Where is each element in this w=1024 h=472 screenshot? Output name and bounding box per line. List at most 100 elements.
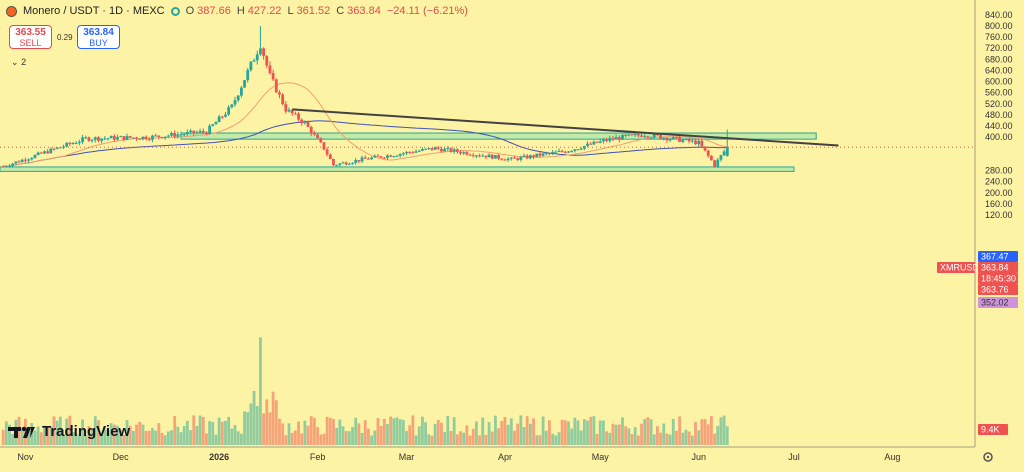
tradingview-watermark[interactable]: TradingView bbox=[8, 423, 130, 440]
indicators-toggle[interactable]: ⌄ 2 bbox=[11, 57, 26, 68]
volume-bar bbox=[293, 430, 297, 445]
volume-bar bbox=[605, 431, 608, 445]
candle-body bbox=[497, 155, 501, 159]
candle-body bbox=[360, 157, 364, 162]
volume-bar bbox=[306, 425, 310, 445]
candle bbox=[309, 125, 313, 137]
candle-body bbox=[652, 133, 656, 138]
candle bbox=[678, 135, 682, 143]
last-price-tag-bg bbox=[978, 262, 1018, 273]
candle-body bbox=[617, 137, 621, 140]
volume-bar bbox=[700, 419, 704, 445]
volume-bar bbox=[138, 421, 142, 445]
candle bbox=[589, 142, 593, 145]
candle bbox=[173, 130, 177, 139]
indicator-count: 2 bbox=[21, 57, 27, 67]
candle bbox=[703, 146, 707, 152]
candle-body bbox=[408, 151, 412, 153]
volume-bar bbox=[335, 427, 339, 445]
candle-body bbox=[81, 137, 84, 142]
candle bbox=[630, 134, 634, 136]
volume-bar bbox=[179, 432, 183, 445]
candle bbox=[347, 162, 351, 165]
buy-button[interactable]: 363.84 BUY bbox=[77, 25, 120, 49]
candle-body bbox=[684, 138, 688, 140]
volume-bar bbox=[189, 430, 192, 445]
candle-body bbox=[284, 104, 288, 112]
candle-body bbox=[678, 137, 682, 142]
volume-bar bbox=[576, 420, 580, 445]
volume-bar bbox=[538, 435, 542, 445]
sell-button[interactable]: 363.55 SELL bbox=[9, 25, 52, 49]
candle-body bbox=[30, 158, 34, 160]
symbol-title[interactable]: Monero / USDT · 1D · MEXC bbox=[23, 5, 165, 17]
candle-body bbox=[100, 138, 104, 141]
candle-body bbox=[293, 113, 297, 115]
volume-bar bbox=[255, 406, 259, 445]
volume-bar bbox=[586, 420, 589, 445]
candle-body bbox=[633, 133, 637, 135]
candle-body bbox=[560, 150, 564, 152]
candle bbox=[27, 158, 30, 163]
candle-body bbox=[128, 136, 132, 138]
candle bbox=[55, 147, 59, 150]
volume-bar bbox=[405, 431, 408, 445]
chevron-down-icon[interactable]: ⌄ bbox=[11, 57, 19, 67]
ma-slow-line bbox=[3, 120, 728, 167]
market-status-icon[interactable] bbox=[170, 6, 180, 16]
candle-body bbox=[389, 155, 393, 157]
volume-bar bbox=[455, 434, 459, 445]
volume-bar bbox=[198, 415, 202, 445]
candle-body bbox=[563, 151, 567, 153]
candle bbox=[236, 94, 240, 103]
volume-bar bbox=[30, 422, 34, 445]
volume-bar bbox=[386, 424, 389, 445]
candle-body bbox=[182, 134, 186, 136]
volume-bar bbox=[528, 423, 532, 445]
volume-bar bbox=[173, 416, 177, 445]
candle-body bbox=[287, 109, 291, 112]
candle-body bbox=[548, 153, 551, 155]
ma-value-tag: 367.47 bbox=[981, 252, 1009, 262]
candle-body bbox=[77, 141, 81, 144]
candle bbox=[608, 135, 612, 143]
volume-bar bbox=[71, 432, 75, 445]
candle-body bbox=[192, 130, 196, 134]
price-tick-label: 280.00 bbox=[985, 166, 1013, 176]
price-tick-label: 760.00 bbox=[985, 32, 1013, 42]
candle-body bbox=[722, 151, 726, 156]
candle bbox=[157, 135, 161, 140]
volume-bar bbox=[319, 434, 323, 445]
volume-bar bbox=[166, 431, 170, 445]
candle bbox=[100, 138, 104, 144]
candle bbox=[611, 135, 615, 142]
candle-body bbox=[509, 157, 513, 159]
volume-bar bbox=[363, 420, 367, 445]
candle-body bbox=[246, 69, 250, 81]
candle bbox=[249, 61, 253, 72]
candle-body bbox=[268, 65, 272, 74]
candle-body bbox=[68, 142, 72, 144]
volume-bar bbox=[490, 431, 494, 445]
candle bbox=[697, 139, 701, 147]
gear-icon[interactable] bbox=[983, 452, 993, 462]
volume-bar bbox=[446, 415, 450, 445]
candle-body bbox=[592, 141, 596, 145]
volume-bar bbox=[392, 418, 396, 445]
candle-body bbox=[700, 140, 704, 147]
candle-body bbox=[220, 116, 224, 118]
candle bbox=[500, 158, 504, 161]
candle-body bbox=[697, 140, 701, 145]
candle-body bbox=[354, 160, 358, 163]
volume-bar bbox=[471, 428, 475, 445]
candle bbox=[392, 155, 396, 158]
candle-body bbox=[541, 153, 545, 156]
candle bbox=[624, 134, 628, 138]
candle-body bbox=[528, 155, 532, 159]
volume-bar bbox=[665, 433, 669, 445]
sell-label: SELL bbox=[19, 38, 42, 48]
candle-body bbox=[649, 137, 653, 139]
volume-bar bbox=[65, 418, 69, 445]
